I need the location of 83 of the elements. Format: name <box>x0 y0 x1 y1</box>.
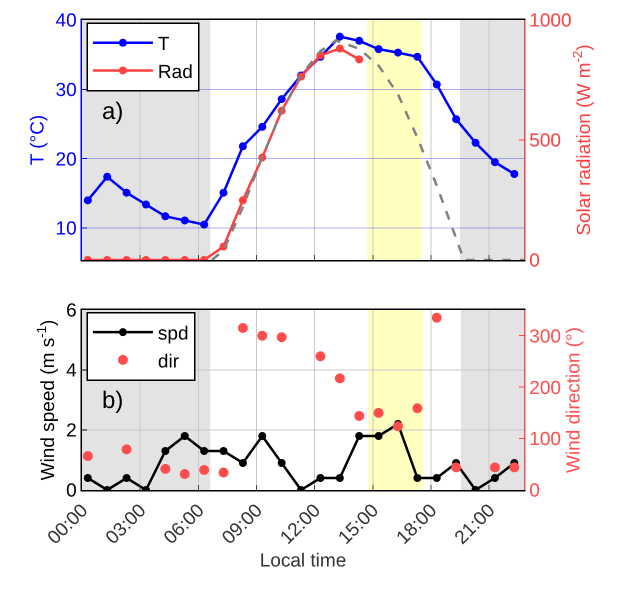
point <box>374 432 383 440</box>
point <box>82 451 93 462</box>
point <box>355 55 364 64</box>
point <box>258 122 266 131</box>
legend-label: spd <box>158 324 189 345</box>
point <box>374 408 384 418</box>
point <box>490 462 500 472</box>
point <box>354 410 364 421</box>
point <box>220 188 228 197</box>
y-tick-label: 4 <box>66 360 78 382</box>
point <box>238 142 247 150</box>
point <box>392 421 403 432</box>
point <box>315 351 326 362</box>
point <box>180 216 189 224</box>
point <box>142 200 150 209</box>
y2-tick-label: 100 <box>529 429 562 450</box>
point <box>510 170 518 178</box>
annotation: b) <box>102 387 124 414</box>
y2-tick-label: 0 <box>529 250 540 272</box>
point <box>160 464 170 474</box>
point <box>278 459 286 467</box>
y-tick-label: 10 <box>56 218 77 240</box>
y2-tick-label: 300 <box>529 326 562 348</box>
y2-tick-label: 500 <box>529 130 562 152</box>
y-tick-label: 40 <box>56 10 77 32</box>
point <box>238 459 247 467</box>
point <box>200 220 208 229</box>
y-tick-label: 2 <box>66 420 77 442</box>
point <box>355 36 364 45</box>
point <box>472 138 480 147</box>
y-tick-label: 20 <box>56 149 77 170</box>
point <box>432 474 441 482</box>
point <box>257 330 268 341</box>
y2-tick-label: 1000 <box>529 10 572 32</box>
point <box>122 444 132 454</box>
point <box>336 44 344 53</box>
y2-tick-label: 0 <box>529 480 540 502</box>
point <box>432 312 442 323</box>
point <box>413 52 422 61</box>
point <box>258 432 266 440</box>
point <box>336 32 344 41</box>
point <box>355 432 364 440</box>
point <box>103 172 112 181</box>
point <box>394 48 402 57</box>
point <box>278 95 286 104</box>
x-axis-title: Local time <box>260 550 346 572</box>
y2-axis-title: Wind direction (°) <box>564 327 585 473</box>
point <box>218 468 229 478</box>
point <box>238 323 248 333</box>
point <box>161 447 170 455</box>
point <box>316 474 324 482</box>
point <box>180 432 189 440</box>
point <box>451 462 462 472</box>
y-tick-label: 0 <box>66 480 77 502</box>
point <box>336 474 344 482</box>
point <box>509 462 520 472</box>
point <box>180 469 190 480</box>
point <box>452 115 460 124</box>
y-tick-label: 30 <box>56 80 77 102</box>
point <box>374 45 383 54</box>
point <box>200 447 208 455</box>
point <box>84 474 92 482</box>
point <box>334 373 345 384</box>
point <box>276 332 287 342</box>
legend-label: T <box>158 34 170 56</box>
annotation: a) <box>102 98 124 125</box>
point <box>220 447 228 455</box>
point <box>490 158 499 166</box>
point <box>84 196 92 204</box>
y-tick-label: 6 <box>66 300 77 322</box>
y2-tick-label: 200 <box>529 378 562 399</box>
y-axis-title: T (°C) <box>28 114 49 166</box>
point <box>122 474 131 482</box>
legend-label: Rad <box>158 62 193 83</box>
point <box>199 464 210 475</box>
point <box>122 188 131 197</box>
point <box>412 403 422 414</box>
point <box>238 196 247 204</box>
point <box>413 474 422 482</box>
legend-label: dir <box>158 351 180 372</box>
point <box>432 80 441 89</box>
point <box>161 212 170 220</box>
point <box>490 474 499 482</box>
